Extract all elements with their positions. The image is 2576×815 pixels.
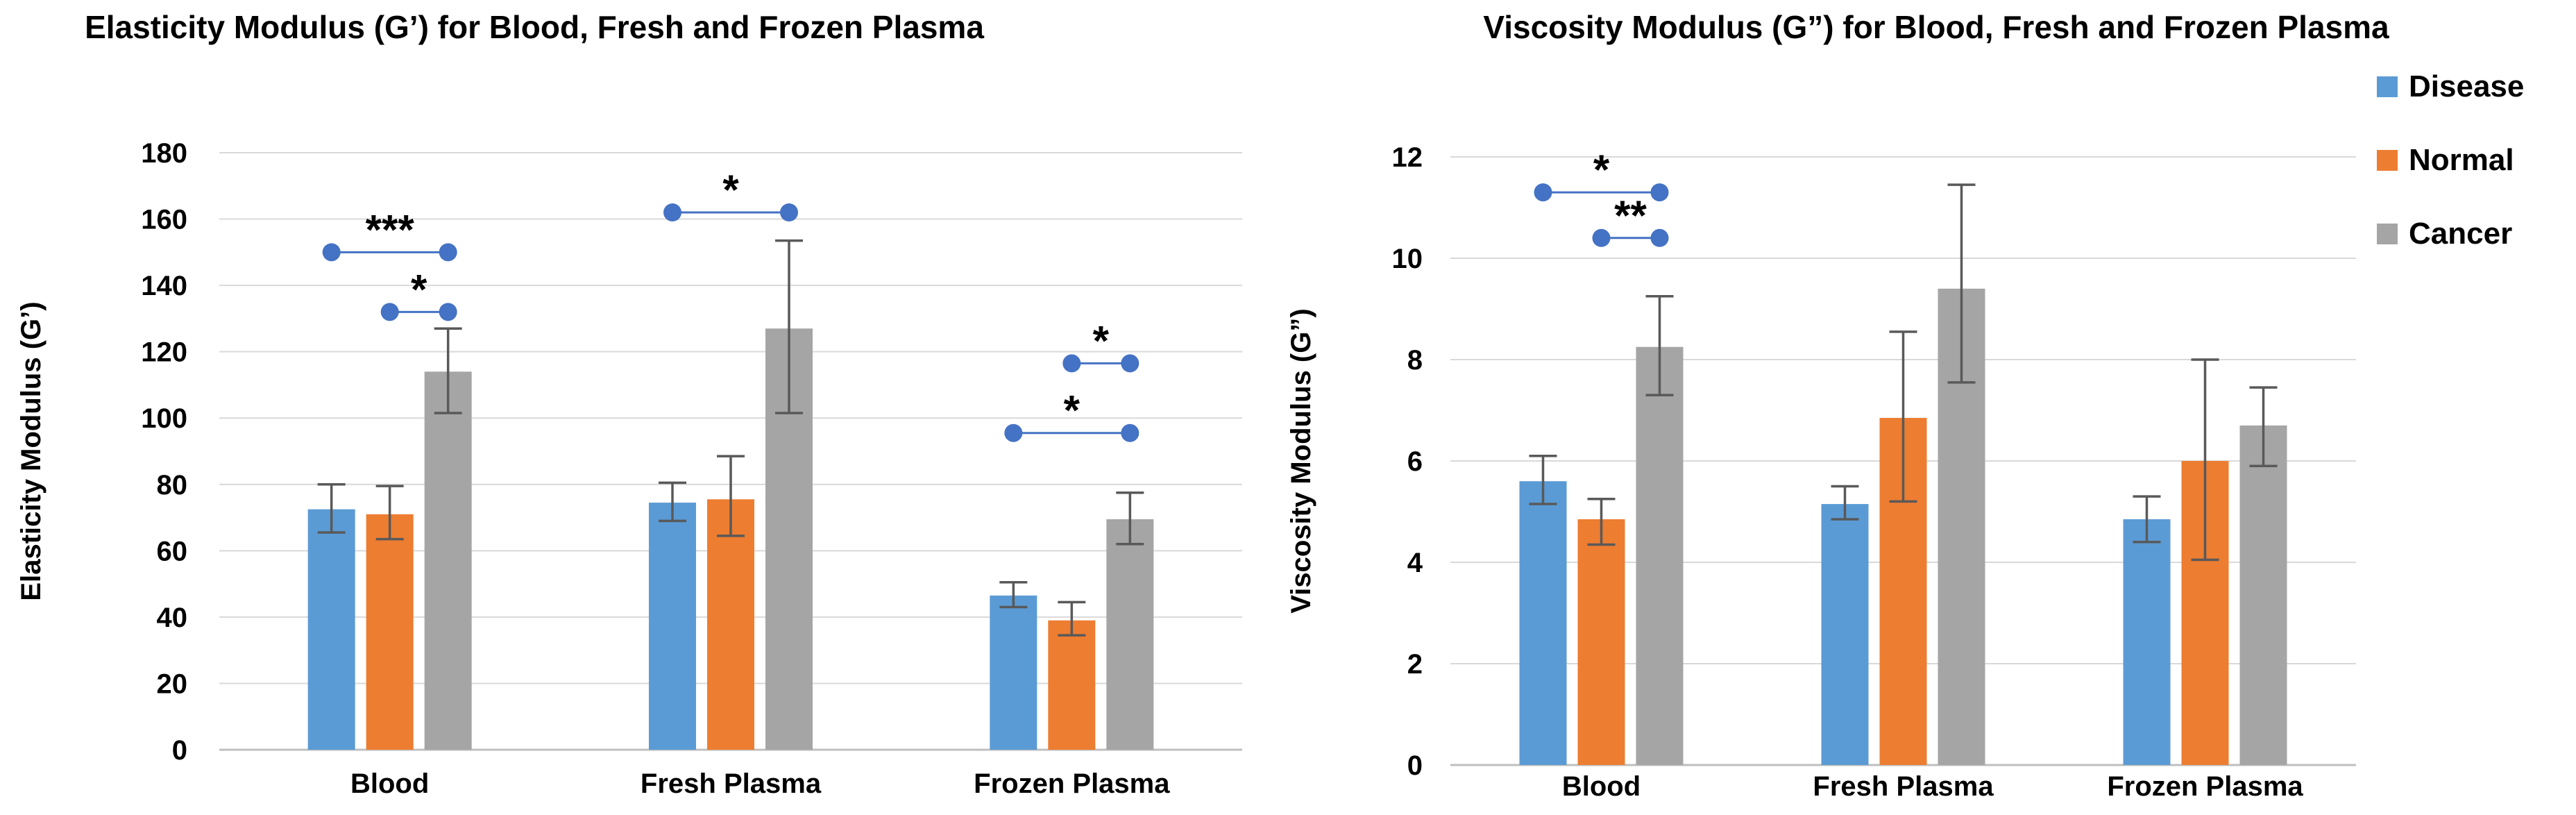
elasticity-y-tick-0: 0 bbox=[172, 735, 187, 766]
bar-disease-blood bbox=[1519, 481, 1567, 765]
bar-disease-frozen-plasma bbox=[990, 595, 1037, 750]
bar-normal-blood bbox=[1577, 519, 1625, 765]
viscosity-chart: 0 2 4 6 8 10 12 Viscosity Modulus (G”) Blood Fres… bbox=[1286, 142, 2356, 802]
viscosity-significance-bracket-1-dot-right bbox=[1650, 228, 1669, 247]
elasticity-significance-bracket-2-dot-right bbox=[780, 203, 798, 221]
legend-label-cancer: Cancer bbox=[2409, 217, 2513, 251]
viscosity-significance-bracket-1-dot-left bbox=[1592, 228, 1611, 247]
legend-item-cancer: Cancer bbox=[2377, 217, 2524, 251]
elasticity-category-label-blood: Blood bbox=[350, 768, 429, 799]
elasticity-y-axis-title: Elasticity Modulus (G’) bbox=[16, 301, 46, 600]
viscosity-y-axis-title: Viscosity Modulus (G”) bbox=[1286, 308, 1316, 613]
elasticity-y-tick-180: 180 bbox=[141, 138, 187, 169]
legend-swatch-cancer-icon bbox=[2377, 224, 2398, 244]
viscosity-significance-bracket-0-stars: * bbox=[1593, 146, 1610, 193]
bar-cancer-blood bbox=[424, 371, 472, 750]
elasticity-significance-bracket-4-stars: * bbox=[1064, 387, 1081, 434]
bar-cancer-frozen-plasma bbox=[2239, 425, 2287, 765]
viscosity-y-tick-6: 6 bbox=[1407, 446, 1423, 477]
elasticity-significance-bracket-0-dot-left bbox=[322, 243, 341, 262]
elasticity-significance-bracket-3-dot-right bbox=[1121, 354, 1139, 373]
elasticity-category-label-fresh-plasma: Fresh Plasma bbox=[641, 768, 822, 799]
bar-cancer-blood bbox=[1636, 346, 1684, 765]
elasticity-significance-bracket-2-dot-left bbox=[663, 203, 681, 221]
elasticity-significance-bracket-2-stars: * bbox=[722, 167, 739, 213]
elasticity-significance-bracket-0-stars: *** bbox=[366, 206, 415, 253]
elasticity-y-tick-140: 140 bbox=[141, 271, 187, 301]
bar-disease-fresh-plasma bbox=[1821, 504, 1869, 765]
viscosity-y-tick-2: 2 bbox=[1407, 649, 1423, 680]
viscosity-significance-bracket-0-dot-right bbox=[1650, 183, 1669, 202]
elasticity-y-tick-60: 60 bbox=[157, 536, 188, 566]
bar-normal-blood bbox=[366, 514, 414, 750]
elasticity-significance-bracket-4-dot-left bbox=[1004, 423, 1023, 442]
elasticity-y-tick-40: 40 bbox=[157, 603, 188, 633]
viscosity-y-tick-8: 8 bbox=[1407, 345, 1423, 376]
legend-swatch-normal-icon bbox=[2377, 150, 2398, 171]
elasticity-y-tick-80: 80 bbox=[157, 470, 188, 501]
legend-label-normal: Normal bbox=[2409, 143, 2514, 177]
elasticity-significance-bracket-1-dot-right bbox=[439, 303, 457, 321]
elasticity-category-label-frozen-plasma: Frozen Plasma bbox=[974, 768, 1170, 799]
elasticity-chart: 0 20 40 60 80 100 120 140 160 180 Elasticity Modul… bbox=[16, 138, 1242, 799]
elasticity-y-tick-160: 160 bbox=[141, 205, 187, 235]
elasticity-significance-bracket-3-stars: * bbox=[1093, 317, 1110, 364]
bar-cancer-frozen-plasma bbox=[1106, 519, 1154, 750]
legend-item-disease: Disease bbox=[2377, 69, 2524, 104]
bar-disease-frozen-plasma bbox=[2123, 519, 2171, 765]
elasticity-significance-bracket-0-dot-right bbox=[439, 243, 457, 262]
elasticity-significance-bracket-4-dot-right bbox=[1121, 423, 1139, 442]
legend-label-disease: Disease bbox=[2409, 69, 2525, 103]
legend-swatch-disease-icon bbox=[2377, 76, 2398, 97]
bar-disease-blood bbox=[307, 509, 355, 750]
viscosity-y-tick-12: 12 bbox=[1392, 142, 1423, 173]
elasticity-y-tick-20: 20 bbox=[157, 669, 188, 699]
bar-normal-fresh-plasma bbox=[707, 499, 754, 750]
bar-normal-frozen-plasma bbox=[1048, 620, 1096, 750]
viscosity-y-tick-0: 0 bbox=[1407, 750, 1423, 781]
elasticity-y-tick-120: 120 bbox=[141, 337, 187, 368]
elasticity-significance-bracket-1-stars: * bbox=[411, 266, 427, 312]
viscosity-category-label-fresh-plasma: Fresh Plasma bbox=[1813, 771, 1994, 802]
elasticity-chart-title: Elasticity Modulus (G’) for Blood, Fresh… bbox=[85, 9, 984, 45]
viscosity-significance-bracket-1-stars: ** bbox=[1614, 192, 1647, 239]
viscosity-category-label-frozen-plasma: Frozen Plasma bbox=[2107, 771, 2303, 802]
legend: Disease Normal Cancer bbox=[2377, 69, 2524, 251]
viscosity-y-tick-4: 4 bbox=[1407, 548, 1423, 578]
elasticity-y-tick-100: 100 bbox=[141, 403, 187, 434]
elasticity-significance-bracket-3-dot-left bbox=[1062, 354, 1081, 373]
viscosity-chart-title: Viscosity Modulus (G”) for Blood, Fresh … bbox=[1483, 9, 2389, 45]
elasticity-significance-bracket-1-dot-left bbox=[380, 303, 399, 321]
viscosity-significance-bracket-0-dot-left bbox=[1534, 183, 1552, 202]
viscosity-category-label-blood: Blood bbox=[1562, 771, 1641, 802]
viscosity-y-tick-10: 10 bbox=[1392, 244, 1423, 274]
bar-disease-fresh-plasma bbox=[649, 503, 696, 750]
legend-item-normal: Normal bbox=[2377, 143, 2524, 178]
